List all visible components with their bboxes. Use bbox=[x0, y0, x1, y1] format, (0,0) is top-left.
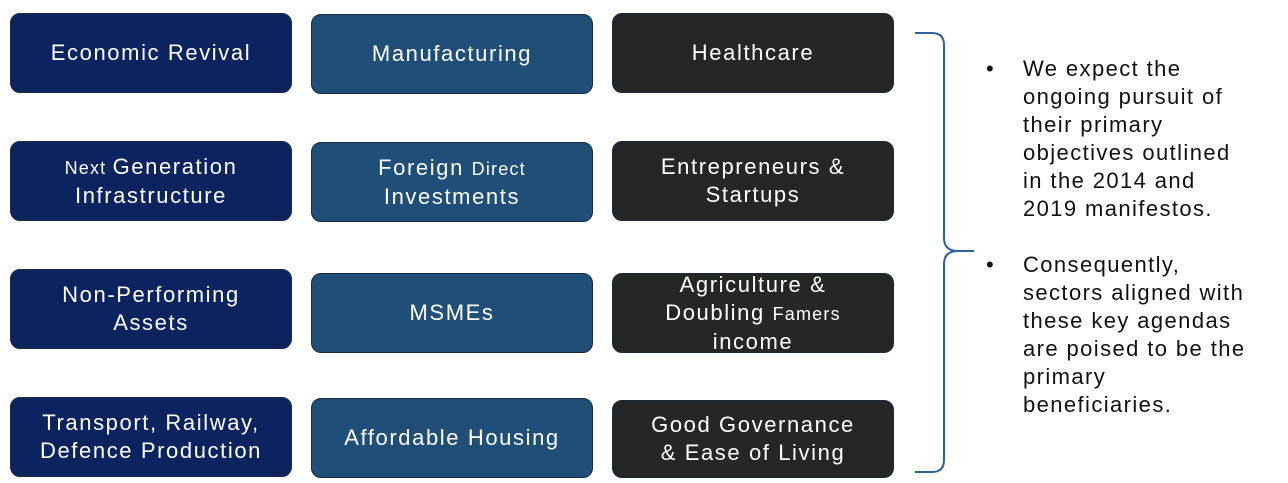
sector-label-line: Good Governance bbox=[651, 412, 855, 437]
sector-label-line: Investments bbox=[383, 183, 521, 209]
sector-label-line: Entrepreneurs & bbox=[660, 154, 846, 179]
sector-label-line: Transport, Railway, bbox=[42, 410, 260, 435]
sector-box-msmes: MSMEs bbox=[311, 273, 593, 353]
bullet-line: ongoing pursuit of bbox=[1023, 84, 1224, 109]
bullet-line: We expect the bbox=[1023, 56, 1182, 81]
sector-label-line: Healthcare bbox=[691, 40, 815, 65]
sector-label-part: Generation bbox=[112, 153, 238, 179]
sector-label-line: Doubling Famers bbox=[665, 299, 841, 328]
bullet-item: • Consequently, sectors aligned with the… bbox=[986, 251, 1286, 419]
sector-box-affordable-housing: Affordable Housing bbox=[311, 398, 593, 478]
bullet-line: sectors aligned with bbox=[1023, 280, 1245, 305]
bullet-line: beneficiaries. bbox=[1023, 392, 1173, 417]
sector-label-line: MSMEs bbox=[409, 300, 495, 325]
bullet-line: in the 2014 and bbox=[1023, 168, 1196, 193]
sector-box-agriculture-doubling-income: Agriculture & Doubling Famers income bbox=[612, 271, 894, 354]
bullet-item: • We expect the ongoing pursuit of their… bbox=[986, 55, 1286, 223]
bullet-line: Consequently, bbox=[1023, 252, 1181, 277]
sector-label-line: income bbox=[712, 328, 794, 354]
sector-label-line: Next Generation bbox=[65, 153, 238, 182]
sector-box-healthcare: Healthcare bbox=[612, 13, 894, 93]
right-brace-connector bbox=[915, 32, 974, 473]
sector-label-line: Agriculture & bbox=[679, 271, 827, 297]
sector-label-line: Startups bbox=[705, 182, 801, 207]
sector-box-entrepreneurs-startups: Entrepreneurs & Startups bbox=[612, 141, 894, 221]
sector-label-line: Economic Revival bbox=[50, 40, 252, 65]
sector-box-good-governance-ease-of-living: Good Governance & Ease of Living bbox=[612, 400, 894, 478]
sector-label-line: Manufacturing bbox=[371, 41, 533, 66]
bullet-line: 2019 manifestos. bbox=[1023, 196, 1213, 221]
sector-label-part: Foreign bbox=[378, 154, 472, 180]
bullet-dot: • bbox=[986, 252, 996, 277]
bullet-line: objectives outlined bbox=[1023, 140, 1231, 165]
sector-label-line: Assets bbox=[113, 310, 189, 335]
sector-label-part-small: Famers bbox=[772, 303, 841, 324]
sector-label-line: Non-Performing bbox=[62, 282, 240, 307]
sector-box-economic-revival: Economic Revival bbox=[10, 13, 292, 93]
sector-label-part-small: Next bbox=[64, 157, 113, 178]
bullet-line: primary bbox=[1023, 364, 1107, 389]
bullet-line: these key agendas bbox=[1023, 308, 1232, 333]
bullet-dot: • bbox=[986, 56, 996, 81]
sector-label-line: Infrastructure bbox=[74, 182, 227, 208]
sector-box-next-generation-infrastructure: Next Generation Infrastructure bbox=[10, 141, 292, 221]
sector-box-foreign-direct-investments: Foreign Direct Investments bbox=[311, 142, 593, 222]
sector-label-part-small: Direct bbox=[471, 158, 526, 179]
sector-label-line: Affordable Housing bbox=[344, 425, 560, 450]
sector-box-non-performing-assets: Non-Performing Assets bbox=[10, 269, 292, 349]
sector-box-transport-railway-defence: Transport, Railway, Defence Production bbox=[10, 397, 292, 477]
sector-label-part: Doubling bbox=[665, 299, 773, 325]
sector-label-line: Defence Production bbox=[39, 438, 263, 463]
summary-bullets: • We expect the ongoing pursuit of their… bbox=[986, 55, 1286, 447]
bullet-line: their primary bbox=[1023, 112, 1164, 137]
sector-label-line: Foreign Direct bbox=[378, 154, 526, 183]
bullet-line: are poised to be the bbox=[1023, 336, 1246, 361]
sector-label-line: & Ease of Living bbox=[660, 440, 846, 465]
sector-box-manufacturing: Manufacturing bbox=[311, 14, 593, 94]
